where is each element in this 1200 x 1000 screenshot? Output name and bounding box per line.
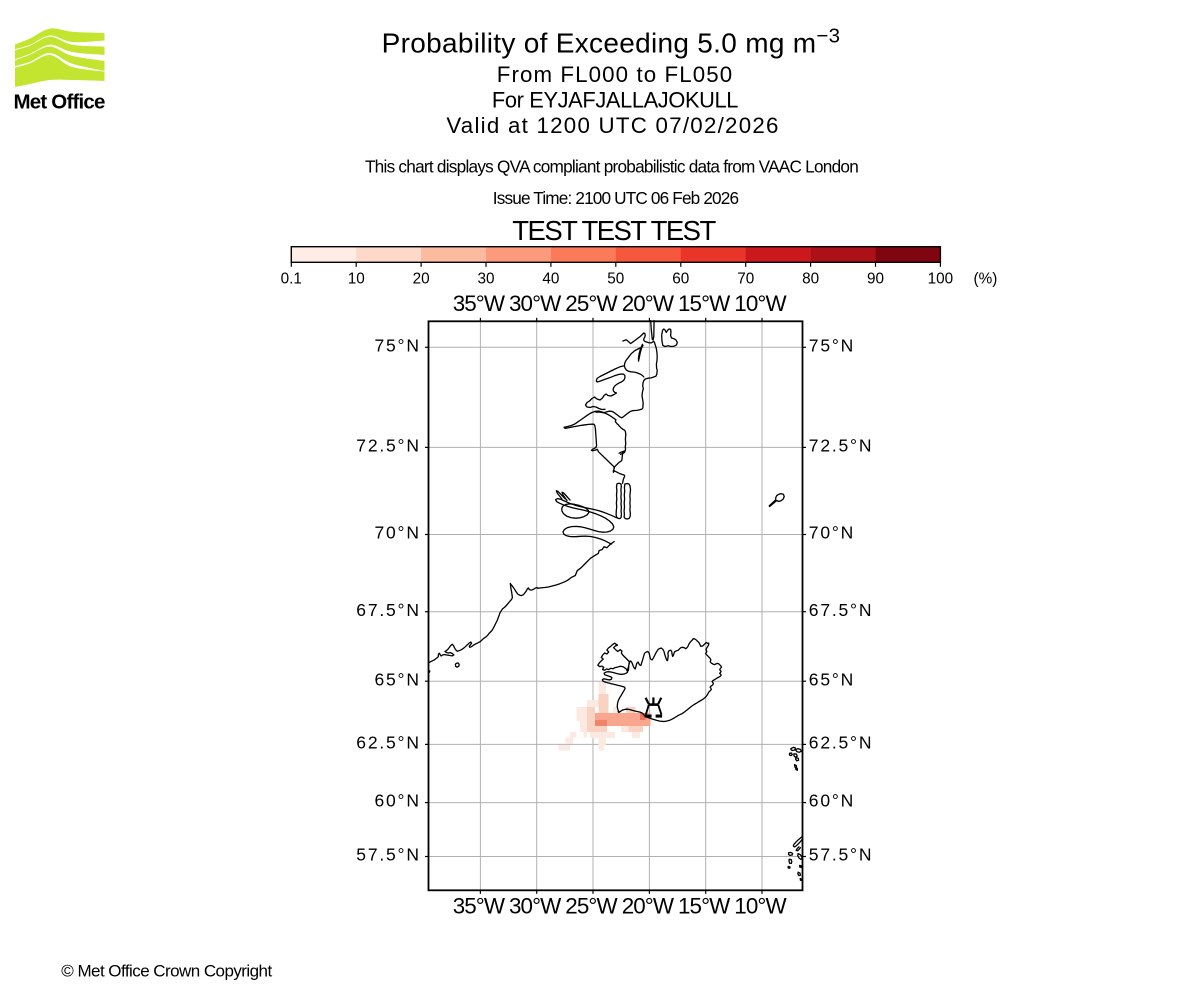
svg-text:67.5°N: 67.5°N (809, 600, 874, 620)
svg-text:60°N: 60°N (374, 791, 420, 811)
svg-text:90: 90 (867, 271, 884, 288)
svg-text:50: 50 (607, 271, 624, 288)
svg-text:57.5°N: 57.5°N (356, 845, 421, 865)
svg-text:30°W: 30°W (509, 291, 562, 316)
svg-text:75°N: 75°N (809, 335, 855, 355)
svg-text:62.5°N: 62.5°N (356, 733, 421, 753)
svg-text:20: 20 (413, 271, 430, 288)
svg-text:70°N: 70°N (809, 523, 855, 543)
svg-text:This chart displays QVA compli: This chart displays QVA compliant probab… (365, 157, 858, 177)
svg-text:30: 30 (477, 271, 494, 288)
svg-text:10°W: 10°W (734, 894, 787, 919)
svg-text:From FL000 to FL050: From FL000 to FL050 (497, 62, 734, 87)
svg-text:10: 10 (348, 271, 365, 288)
svg-text:60: 60 (672, 271, 689, 288)
svg-text:15°W: 15°W (678, 894, 731, 919)
svg-text:20°W: 20°W (622, 894, 675, 919)
svg-text:20°W: 20°W (622, 291, 675, 316)
svg-text:Valid at 1200 UTC 07/02/2026: Valid at 1200 UTC 07/02/2026 (446, 113, 779, 138)
svg-text:15°W: 15°W (678, 291, 731, 316)
svg-text:40: 40 (542, 271, 559, 288)
svg-text:0.1: 0.1 (281, 271, 302, 288)
svg-text:65°N: 65°N (809, 669, 855, 689)
svg-text:70°N: 70°N (374, 523, 420, 543)
svg-text:70: 70 (737, 271, 754, 288)
svg-text:100: 100 (928, 271, 954, 288)
svg-text:35°W: 35°W (453, 291, 506, 316)
svg-text:Issue Time: 2100 UTC 06 Feb 20: Issue Time: 2100 UTC 06 Feb 2026 (493, 188, 739, 208)
svg-text:30°W: 30°W (509, 894, 562, 919)
svg-text:TEST TEST TEST: TEST TEST TEST (512, 215, 716, 246)
svg-text:10°W: 10°W (734, 291, 787, 316)
svg-text:62.5°N: 62.5°N (809, 733, 874, 753)
svg-text:Met Office: Met Office (14, 91, 105, 114)
svg-text:80: 80 (802, 271, 819, 288)
svg-text:© Met Office Crown Copyright: © Met Office Crown Copyright (61, 961, 272, 980)
svg-text:72.5°N: 72.5°N (356, 436, 421, 456)
svg-text:72.5°N: 72.5°N (809, 436, 874, 456)
svg-text:For EYJAFJALLAJOKULL: For EYJAFJALLAJOKULL (492, 88, 738, 113)
svg-text:35°W: 35°W (453, 894, 506, 919)
svg-text:67.5°N: 67.5°N (356, 600, 421, 620)
svg-text:75°N: 75°N (374, 335, 420, 355)
svg-text:25°W: 25°W (565, 894, 618, 919)
svg-text:65°N: 65°N (374, 669, 420, 689)
svg-text:57.5°N: 57.5°N (809, 845, 874, 865)
svg-text:(%): (%) (974, 271, 998, 288)
svg-text:60°N: 60°N (809, 791, 855, 811)
svg-text:25°W: 25°W (565, 291, 618, 316)
svg-text:Probability of Exceeding 5.0 m: Probability of Exceeding 5.0 mg m−3 (382, 24, 841, 58)
